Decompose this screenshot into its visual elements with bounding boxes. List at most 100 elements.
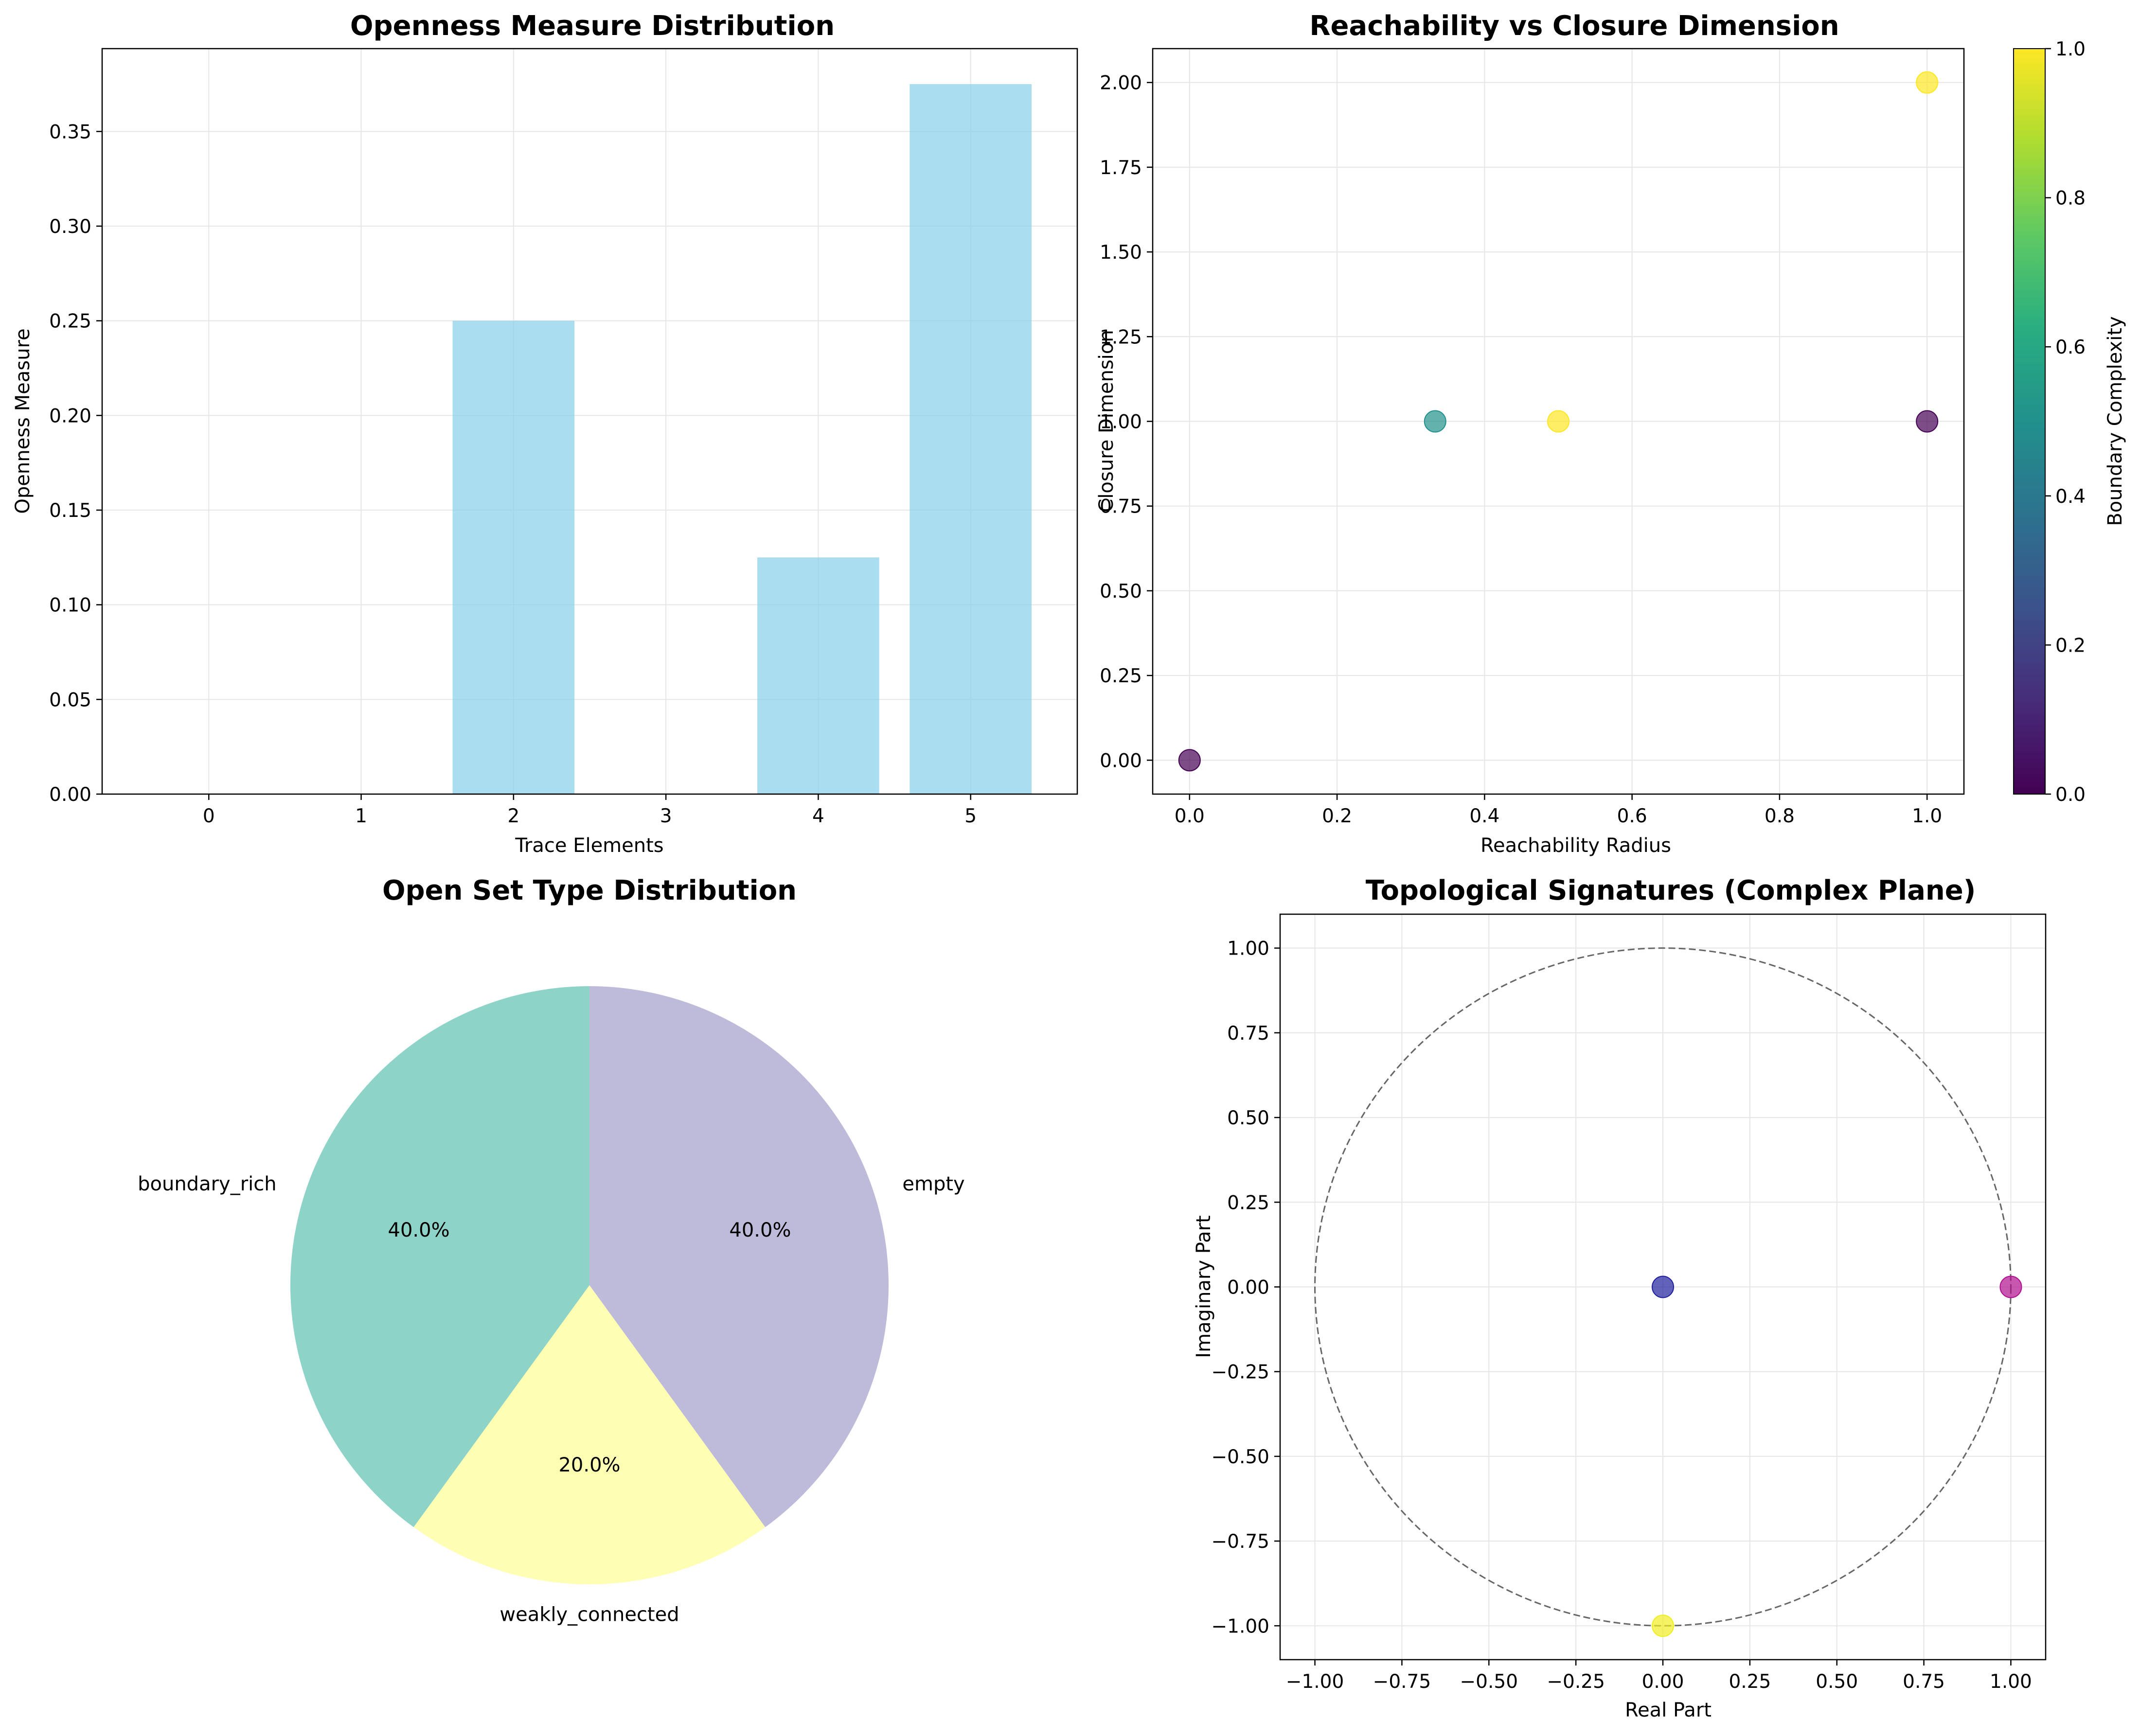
- y-tick-label: 1.50: [1100, 242, 1142, 264]
- signature-point: [1999, 1275, 2022, 1298]
- y-tick-label: 1.00: [1227, 938, 1269, 960]
- x-tick-label: 1.0: [1912, 805, 1942, 827]
- pie-slice-label: boundary_rich: [138, 1173, 277, 1195]
- y-tick-label: 0.10: [49, 595, 91, 617]
- y-tick-label: 0.50: [1227, 1107, 1269, 1129]
- x-tick-label: 0.0: [1175, 805, 1205, 827]
- colorbar-tick-label: 0.2: [2055, 635, 2086, 656]
- signatures-ticks: −1.00 −0.75 −0.50 −0.25 0.00 0.25 0.50 0.75 1.00…: [1211, 938, 2032, 1693]
- x-tick-label: 2: [507, 805, 519, 827]
- y-tick-label: −0.50: [1211, 1446, 1269, 1468]
- bar-chart-xlabel: Trace Elements: [515, 834, 663, 857]
- signatures-grid: [1280, 914, 2046, 1660]
- pie-slice-percent: 40.0%: [729, 1219, 791, 1241]
- scatter-point: [1547, 410, 1569, 433]
- pie-chart-title: Open Set Type Distribution: [382, 875, 797, 906]
- y-tick-label: 2.00: [1100, 72, 1142, 94]
- y-tick-label: 0.30: [49, 216, 91, 238]
- y-tick-label: 0.00: [1100, 750, 1142, 772]
- bar: [452, 320, 575, 794]
- x-tick-label: 0: [203, 805, 215, 827]
- pie-slice-percent: 40.0%: [388, 1219, 450, 1241]
- bar: [757, 557, 879, 794]
- bar: [910, 84, 1032, 794]
- x-tick-label: 1.00: [1990, 1671, 2032, 1693]
- y-tick-label: 0.75: [1100, 496, 1142, 518]
- scatter-point: [1178, 749, 1201, 772]
- y-tick-label: 0.15: [49, 500, 91, 522]
- x-tick-label: 1: [355, 805, 367, 827]
- signatures-ylabel: Imaginary Part: [1193, 1215, 1215, 1358]
- colorbar-tick-label: 0.6: [2055, 337, 2086, 358]
- x-tick-label: 0.4: [1469, 805, 1499, 827]
- y-tick-label: 0.75: [1227, 1023, 1269, 1045]
- reachability-title: Reachability vs Closure Dimension: [1309, 10, 1839, 42]
- colorbar: [2013, 48, 2046, 795]
- x-tick-label: −0.25: [1547, 1671, 1605, 1693]
- y-tick-label: 0.35: [49, 121, 91, 143]
- x-tick-label: 0.2: [1322, 805, 1352, 827]
- y-tick-label: −0.25: [1211, 1362, 1269, 1383]
- reachability-scatter: Reachability vs Closure Dimension 0.0 0.2…: [1095, 10, 2126, 857]
- x-tick-label: 3: [660, 805, 672, 827]
- y-tick-label: −0.75: [1211, 1531, 1269, 1553]
- colorbar-tick-label: 0.0: [2055, 784, 2086, 806]
- x-tick-label: −0.75: [1373, 1671, 1431, 1693]
- topological-signatures-scatter: Topological Signatures (Complex Plane) −…: [1193, 875, 2047, 1721]
- signatures-points: [1652, 1275, 2022, 1637]
- y-tick-label: 1.75: [1100, 157, 1142, 179]
- open-set-pie-chart: Open Set Type Distribution boundary_rich…: [138, 875, 965, 1626]
- pie-slices: [290, 986, 889, 1584]
- x-tick-label: 4: [812, 805, 824, 827]
- x-tick-label: −0.50: [1460, 1671, 1518, 1693]
- colorbar-tick-label: 1.0: [2055, 38, 2086, 60]
- y-tick-label: 0.25: [1227, 1192, 1269, 1214]
- scatter-point: [1916, 71, 1939, 94]
- colorbar-ticks: 0.0 0.2 0.4 0.6 0.8 1.0: [2045, 38, 2086, 806]
- y-tick-label: 0.20: [49, 405, 91, 427]
- x-tick-label: 0.25: [1729, 1671, 1771, 1693]
- y-tick-label: 1.25: [1100, 326, 1142, 348]
- scatter-point: [1916, 410, 1939, 433]
- pie-labels: boundary_rich 40.0% weakly_connected 20.0% e…: [138, 1173, 965, 1626]
- signatures-xlabel: Real Part: [1625, 1699, 1712, 1721]
- signature-point: [1652, 1614, 1674, 1637]
- bar-chart-bars: [452, 84, 1032, 794]
- x-tick-label: 5: [964, 805, 977, 827]
- x-tick-label: −1.00: [1286, 1671, 1344, 1693]
- y-tick-label: 0.00: [1227, 1277, 1269, 1299]
- pie-slice-label: weakly_connected: [499, 1604, 679, 1626]
- y-tick-label: 0.00: [49, 784, 91, 806]
- reachability-ticks: 0.0 0.2 0.4 0.6 0.8 1.0 0.00 0.25 0.50 0.75 1.00 1.…: [1100, 72, 1942, 827]
- y-tick-label: 0.25: [1100, 665, 1142, 687]
- reachability-ylabel: Closure Dimension: [1095, 330, 1118, 512]
- colorbar-label: Boundary Complexity: [2104, 316, 2126, 526]
- bar-chart-ticks: 0.00 0.05 0.10 0.15 0.20 0.25 0.30 0.35 0 1 2 3 4 5: [49, 121, 977, 827]
- y-tick-label: 0.50: [1100, 581, 1142, 602]
- reachability-points: [1178, 71, 1939, 772]
- y-tick-label: −1.00: [1211, 1615, 1269, 1637]
- bar-chart-title: Openness Measure Distribution: [350, 10, 835, 42]
- x-tick-label: 0.75: [1903, 1671, 1945, 1693]
- colorbar-tick-label: 0.4: [2055, 486, 2086, 508]
- pie-slice: [290, 986, 589, 1527]
- pie-slice-label: empty: [902, 1173, 964, 1195]
- pie-slice: [413, 1285, 766, 1584]
- signatures-title: Topological Signatures (Complex Plane): [1366, 875, 1976, 906]
- x-tick-label: 0.00: [1642, 1671, 1684, 1693]
- pie-slice: [589, 986, 889, 1527]
- signature-point: [1652, 1275, 1674, 1298]
- pie-slice-percent: 20.0%: [558, 1454, 620, 1476]
- reachability-xlabel: Reachability Radius: [1480, 834, 1671, 857]
- x-tick-label: 0.6: [1617, 805, 1647, 827]
- openness-bar-chart: Openness Measure Distribution 0.000.050.…: [12, 10, 1078, 857]
- y-tick-label: 1.00: [1100, 411, 1142, 433]
- x-tick-label: 0.8: [1765, 805, 1795, 827]
- y-tick-label: 0.05: [49, 689, 91, 711]
- x-tick-label: 0.50: [1816, 1671, 1858, 1693]
- y-tick-label: 0.25: [49, 311, 91, 333]
- bar-chart-axes-frame: [101, 48, 1078, 795]
- scatter-point: [1424, 410, 1446, 433]
- colorbar-tick-label: 0.8: [2055, 188, 2086, 210]
